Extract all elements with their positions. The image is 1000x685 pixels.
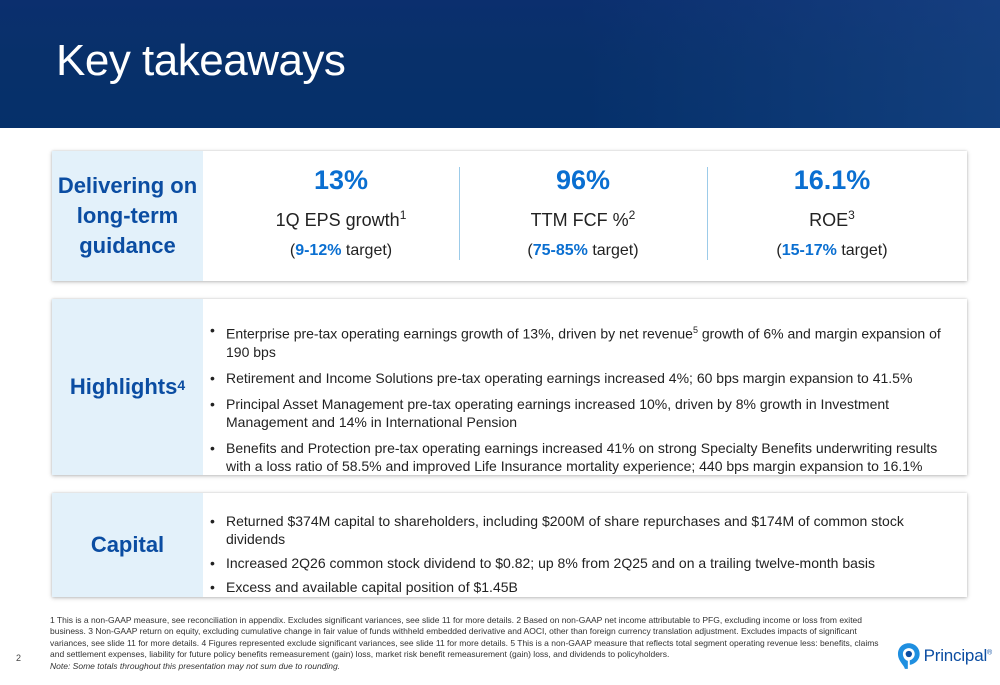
page-title: Key takeaways	[56, 36, 346, 85]
list-item: Principal Asset Management pre-tax opera…	[207, 395, 949, 431]
capital-label: Capital	[90, 532, 165, 557]
principal-logo: Principal®	[896, 640, 992, 672]
title-banner: Key takeaways	[0, 0, 1000, 128]
highlights-list: Enterprise pre-tax operating earnings gr…	[207, 321, 949, 483]
highlights-card: Highlights4 Enterprise pre-tax operating…	[52, 299, 967, 475]
metric-fcf: 96% TTM FCF %2 (75-85% target)	[458, 151, 708, 281]
metric-value: 96%	[555, 165, 611, 195]
list-item: Benefits and Protection pre-tax operatin…	[207, 439, 949, 475]
guidance-label: Delivering on long-term guidance	[57, 173, 198, 258]
footnote-text: 1 This is a non-GAAP measure, see reconc…	[50, 615, 879, 660]
capital-side-panel: Capital	[52, 493, 203, 597]
metric-divider	[707, 167, 708, 260]
guidance-side-panel: Delivering on long-term guidance	[52, 151, 203, 281]
list-item: Returned $374M capital to shareholders, …	[207, 512, 949, 548]
guidance-card: Delivering on long-term guidance 13% 1Q …	[52, 151, 967, 281]
capital-card: Capital Returned $374M capital to shareh…	[52, 493, 967, 597]
metric-value: 13%	[313, 165, 369, 195]
brand-name: Principal®	[923, 646, 993, 665]
list-item: Retirement and Income Solutions pre-tax …	[207, 369, 949, 387]
highlights-side-panel: Highlights4	[52, 299, 203, 475]
banner-glow	[580, 0, 1000, 128]
metric-target: (75-85% target)	[527, 242, 639, 259]
metric-label: TTM FCF %2	[530, 208, 636, 230]
metric-target: (15-17% target)	[776, 242, 888, 259]
footnotes: 1 This is a non-GAAP measure, see reconc…	[50, 615, 895, 672]
metric-value: 16.1%	[793, 165, 871, 195]
rounding-note: Note: Some totals throughout this presen…	[50, 660, 341, 671]
capital-list: Returned $374M capital to shareholders, …	[207, 512, 949, 602]
list-item: Excess and available capital position of…	[207, 578, 949, 596]
page-number: 2	[16, 653, 22, 663]
metric-roe: 16.1% ROE3 (15-17% target)	[707, 151, 957, 281]
list-item: Increased 2Q26 common stock dividend to …	[207, 554, 949, 572]
metric-eps: 13% 1Q EPS growth1 (9-12% target)	[216, 151, 466, 281]
metric-label: 1Q EPS growth1	[275, 208, 407, 230]
metric-divider	[459, 167, 460, 260]
list-item: Enterprise pre-tax operating earnings gr…	[207, 321, 949, 361]
metric-target: (9-12% target)	[289, 242, 393, 259]
highlights-label: Highlights4	[69, 374, 186, 399]
metric-label: ROE3	[809, 208, 855, 230]
principal-logo-icon	[897, 643, 920, 669]
